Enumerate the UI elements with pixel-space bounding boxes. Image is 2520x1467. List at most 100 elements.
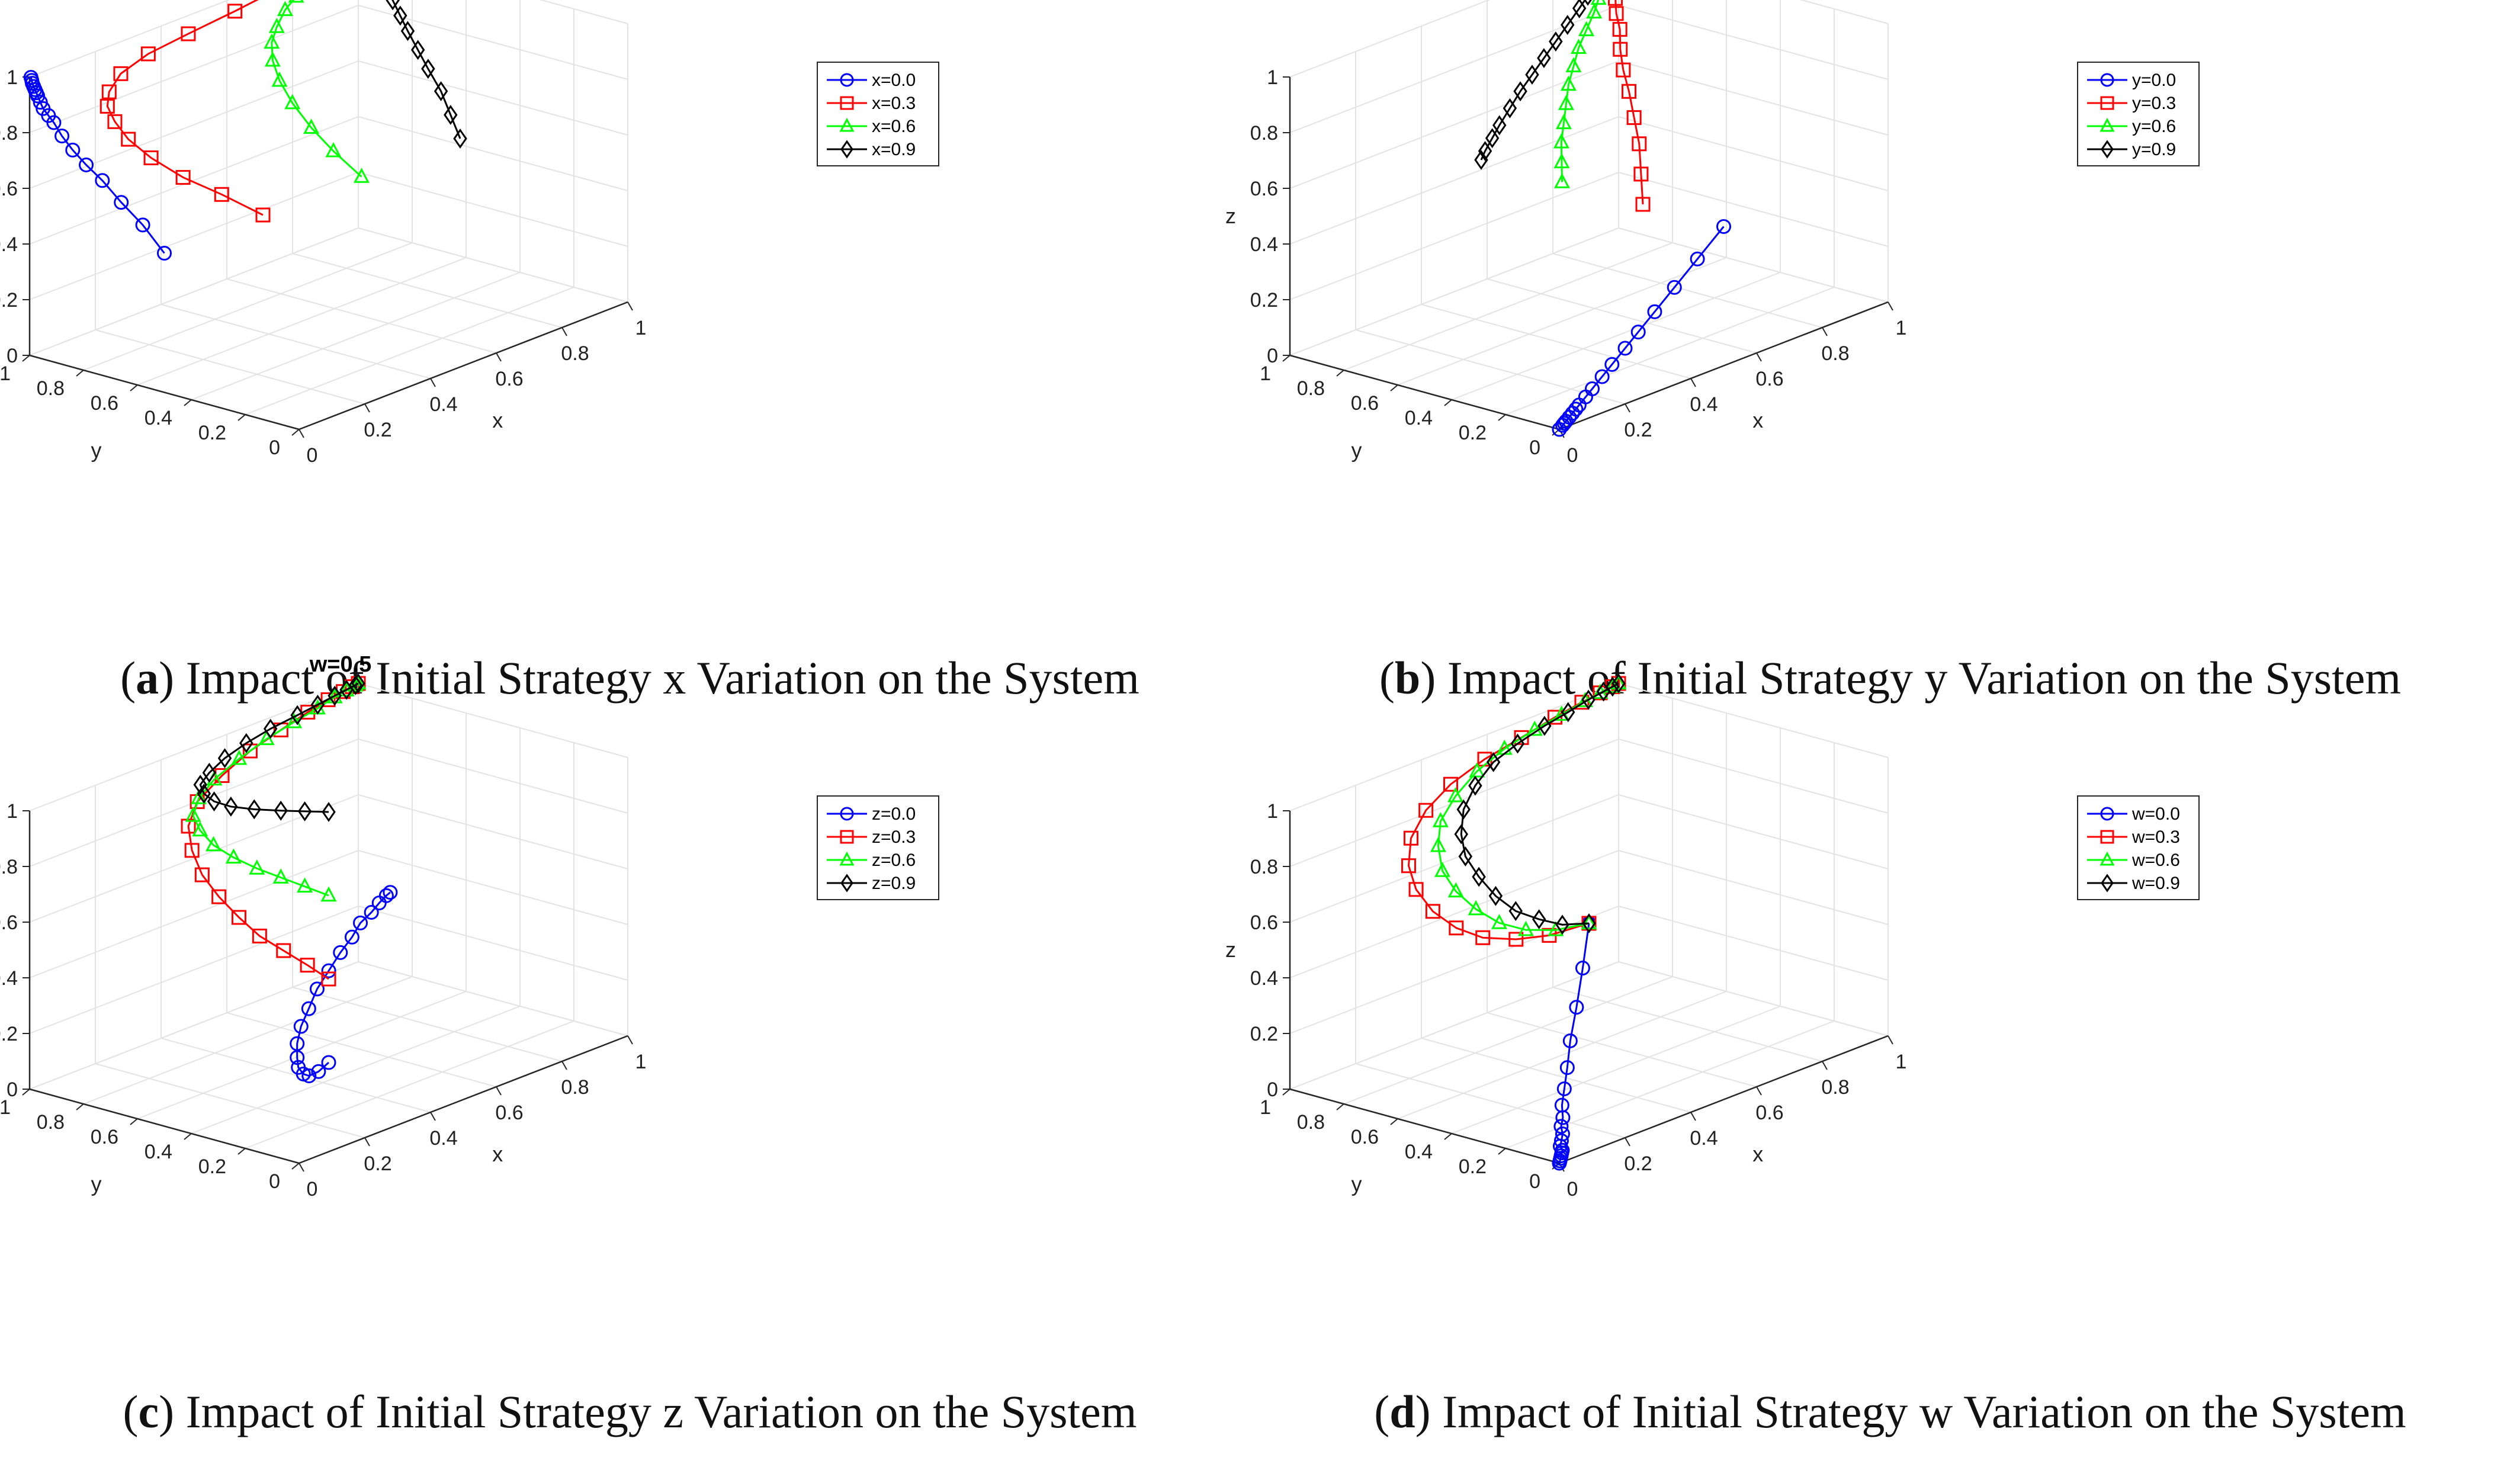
gridline bbox=[358, 739, 628, 814]
annotation-label: w=0.5 bbox=[309, 652, 372, 677]
data-point bbox=[840, 830, 854, 844]
data-point bbox=[101, 84, 117, 99]
data-point bbox=[1548, 710, 1563, 725]
data-point bbox=[1553, 133, 1569, 149]
x-tick-label: 0 bbox=[307, 1178, 318, 1200]
data-point bbox=[322, 802, 336, 822]
z-tick-label: 0.2 bbox=[0, 1023, 18, 1045]
axes bbox=[1289, 77, 1889, 431]
tick-mark bbox=[561, 327, 567, 336]
z-tick-label: 0 bbox=[1267, 345, 1278, 367]
data-point bbox=[1430, 836, 1446, 852]
data-point bbox=[1581, 689, 1596, 710]
data-point bbox=[1622, 84, 1636, 99]
x-tick-label: 0.2 bbox=[364, 419, 391, 441]
y-tick-label: 0.4 bbox=[145, 407, 172, 429]
gridline bbox=[1289, 906, 1619, 1034]
z-tick-label: 1 bbox=[1267, 800, 1278, 823]
axis-line bbox=[1559, 1035, 1889, 1164]
tick-mark bbox=[22, 1089, 30, 1096]
data-point bbox=[353, 915, 368, 930]
legend: y=0.0 y=0.3 y=0.6 y=0.9 bbox=[2077, 62, 2200, 166]
y-axis-label: y bbox=[91, 1172, 102, 1196]
data-point bbox=[1526, 720, 1543, 736]
legend-label: x=0.6 bbox=[872, 117, 916, 136]
gridline bbox=[1289, 172, 1619, 300]
gridline bbox=[137, 991, 467, 1119]
y-tick-label: 0.6 bbox=[1351, 1126, 1379, 1148]
data-point bbox=[1574, 695, 1590, 710]
data-point bbox=[383, 885, 398, 900]
y-tick-label: 0.4 bbox=[1405, 1141, 1433, 1163]
x-tick-label: 0 bbox=[1567, 444, 1578, 467]
data-point bbox=[1537, 48, 1551, 69]
data-point bbox=[192, 821, 208, 837]
gridline bbox=[1343, 976, 1673, 1105]
axis-line bbox=[1289, 1088, 1560, 1164]
data-point bbox=[1517, 920, 1534, 936]
data-point bbox=[286, 712, 303, 728]
z-tick-label: 0.4 bbox=[0, 233, 18, 256]
z-tick-label: 1 bbox=[7, 800, 18, 823]
data-point bbox=[325, 142, 342, 158]
legend-label: x=0.3 bbox=[872, 94, 916, 113]
data-point bbox=[840, 140, 853, 159]
data-point bbox=[1604, 357, 1620, 372]
z-tick-label: 0.2 bbox=[1250, 289, 1278, 312]
axes bbox=[1289, 811, 1889, 1164]
gridline bbox=[191, 1006, 521, 1134]
data-point bbox=[1608, 0, 1623, 6]
axis-line bbox=[29, 354, 300, 431]
caption-d: (d) Impact of Initial Strategy w Variati… bbox=[1374, 1386, 2406, 1437]
legend-label: y=0.3 bbox=[2132, 94, 2176, 113]
tick-mark bbox=[496, 1086, 502, 1096]
y-tick-label: 1 bbox=[1260, 362, 1271, 385]
data-point bbox=[1401, 858, 1416, 874]
data-point bbox=[1525, 65, 1539, 85]
data-point bbox=[2100, 851, 2115, 866]
tick-mark bbox=[1390, 1118, 1398, 1125]
data-point bbox=[354, 168, 370, 183]
data-point bbox=[1555, 914, 1569, 935]
data-point bbox=[2100, 96, 2114, 110]
tick-mark bbox=[627, 301, 633, 311]
data-point bbox=[840, 807, 854, 821]
tick-mark bbox=[76, 370, 84, 377]
tick-mark bbox=[1336, 370, 1344, 377]
data-point bbox=[1590, 0, 1607, 5]
gridline bbox=[29, 227, 359, 356]
caption-letter: c bbox=[138, 1386, 159, 1437]
gridline bbox=[29, 850, 359, 978]
legend: z=0.0 z=0.3 z=0.6 z=0.9 bbox=[817, 795, 939, 900]
gridline bbox=[160, 1038, 431, 1113]
data-point bbox=[191, 789, 207, 804]
y-tick-label: 0.8 bbox=[1297, 1111, 1325, 1134]
data-point bbox=[1472, 866, 1486, 887]
data-point bbox=[400, 21, 415, 41]
data-point bbox=[264, 33, 280, 49]
tick-mark bbox=[364, 403, 370, 413]
tick-mark bbox=[1625, 1137, 1630, 1147]
data-point bbox=[453, 129, 467, 149]
data-point bbox=[1578, 21, 1595, 37]
x-tick-label: 0.2 bbox=[364, 1153, 391, 1175]
gridline bbox=[1289, 794, 1619, 923]
data-point bbox=[300, 958, 315, 973]
caption-letter: d bbox=[1389, 1386, 1415, 1437]
data-point bbox=[1418, 802, 1434, 818]
series-line bbox=[1560, 0, 1600, 182]
gridline bbox=[1289, 116, 1619, 245]
legend-label: z=0.6 bbox=[872, 850, 916, 870]
z-tick-label: 0.4 bbox=[1250, 233, 1278, 256]
data-point bbox=[297, 877, 313, 893]
data-point bbox=[1492, 115, 1507, 136]
legend-label: w=0.0 bbox=[2131, 804, 2180, 824]
data-point bbox=[1584, 0, 1592, 6]
tick-mark bbox=[76, 1103, 84, 1110]
data-point bbox=[1432, 812, 1449, 827]
gridline bbox=[292, 987, 563, 1062]
data-point bbox=[1609, 6, 1624, 21]
z-tick-label: 0 bbox=[1267, 1078, 1278, 1101]
z-tick-label: 0 bbox=[7, 345, 18, 367]
data-point bbox=[839, 851, 855, 866]
